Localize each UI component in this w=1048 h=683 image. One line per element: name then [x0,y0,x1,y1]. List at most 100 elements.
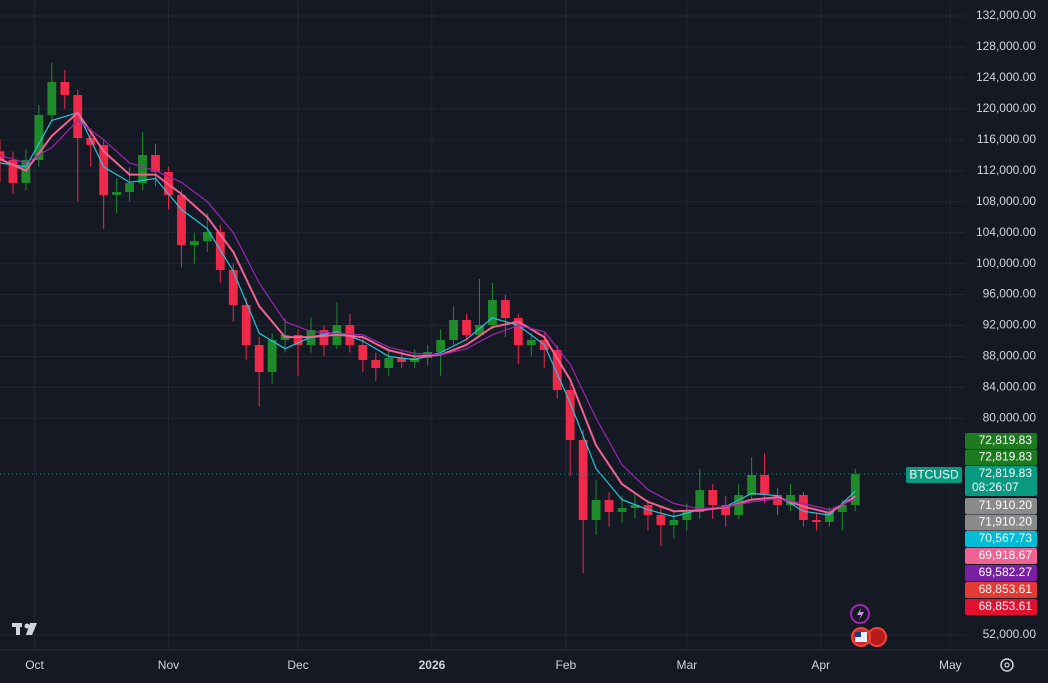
price-tag-text: 68,853.61 [979,582,1033,596]
x-tick-label: Oct [25,658,44,672]
price-tag [965,565,1037,581]
candle-body [773,495,782,506]
candle-body [449,320,458,340]
candle-body [125,183,134,193]
candle-body [669,520,679,525]
candle-body [824,511,834,523]
candle-body [682,511,692,520]
y-tick-label: 52,000.00 [983,627,1037,641]
candle-body [358,345,368,361]
gear [1004,662,1010,668]
symbol-tag [906,467,962,483]
candle-body [293,334,303,346]
flag [855,632,861,637]
candle-body [526,339,536,346]
price-tag-text: 71,910.20 [979,498,1033,512]
x-tick-label: Mar [676,658,697,672]
price-tag [965,514,1037,531]
plot [0,0,965,650]
price-tag [965,548,1037,564]
moving-average [0,111,856,514]
candle-body [177,195,186,246]
candle-body [811,520,821,523]
logo-part [26,623,37,635]
candle-body [552,349,562,390]
y-tick-label: 100,000.00 [976,256,1036,270]
price-tag-text: 68,853.61 [979,599,1033,613]
candle-body [112,192,122,195]
candle-body [695,490,705,512]
candle-body [8,159,18,184]
candle-body [73,94,83,139]
event-icons[interactable] [850,604,887,647]
candle-body [462,320,471,335]
candle-body [721,505,731,516]
candle-body [604,499,614,512]
candle-body [617,508,627,512]
candle-body [760,475,769,496]
y-tick-label: 112,000.00 [977,163,1036,177]
price-tag [965,449,1037,466]
x-tick-label: May [939,658,962,672]
x-tick-label: Apr [811,658,830,672]
candle-body [267,339,277,373]
candle-body [397,358,407,362]
candle-body [371,360,381,368]
x-tick-label: Nov [158,658,179,672]
y-tick-label: 80,000.00 [983,411,1037,425]
candle-body [384,358,394,368]
y-tick-label: 120,000.00 [976,101,1036,115]
candle-body [837,505,847,512]
y-tick-label: 124,000.00 [976,70,1036,84]
candle-body [138,155,147,184]
price-tag [965,531,1037,547]
price-tag-text: 69,582.27 [979,565,1033,579]
price-tag [965,466,1037,496]
candle-body [228,269,238,305]
price-tag-text: 71,910.20 [979,515,1033,529]
x-tick-label: 2026 [419,658,446,672]
candle-body [475,325,484,335]
x-tick-label: Dec [287,658,308,672]
y-tick-label: 128,000.00 [976,39,1036,53]
candle-body [86,138,96,145]
candle-body [436,339,446,353]
event-icon[interactable] [850,604,870,624]
candle-body [151,155,160,172]
y-tick-label: 88,000.00 [983,349,1037,363]
countdown: 08:26:07 [972,480,1019,494]
price-tag-text: 72,819.83 [979,450,1033,464]
moving-average [0,119,856,511]
y-tick-label: 96,000.00 [983,287,1037,301]
y-tick-label: 104,000.00 [976,225,1036,239]
y-tick-label: 84,000.00 [983,380,1037,394]
candle-body [500,300,510,318]
candle-body [630,505,640,509]
price-tag [965,498,1037,514]
y-tick-label: 116,000.00 [977,132,1036,146]
candle-body [202,231,212,242]
price-tag [965,582,1037,598]
candle-body [656,515,666,525]
price-tag-text: 70,567.73 [979,531,1033,545]
price-tag [965,599,1037,615]
price-tag [965,433,1037,449]
candle-body [47,81,57,116]
y-tick-label: 108,000.00 [976,194,1036,208]
candle-body [319,329,329,346]
price-tag-text: 69,918.67 [979,548,1033,562]
candle-body [591,499,601,520]
candle-body [708,490,718,506]
y-tick-label: 92,000.00 [983,318,1037,332]
candle-body [734,495,744,516]
tradingview-logo[interactable] [12,623,37,635]
candle-body [254,345,264,373]
settings-icon[interactable] [1000,658,1014,672]
candle-body [565,390,575,440]
candle-body [578,439,588,520]
candle-body [850,473,860,506]
price-tag-text: 72,819.83 [979,466,1033,480]
y-tick-label: 132,000.00 [976,8,1036,22]
